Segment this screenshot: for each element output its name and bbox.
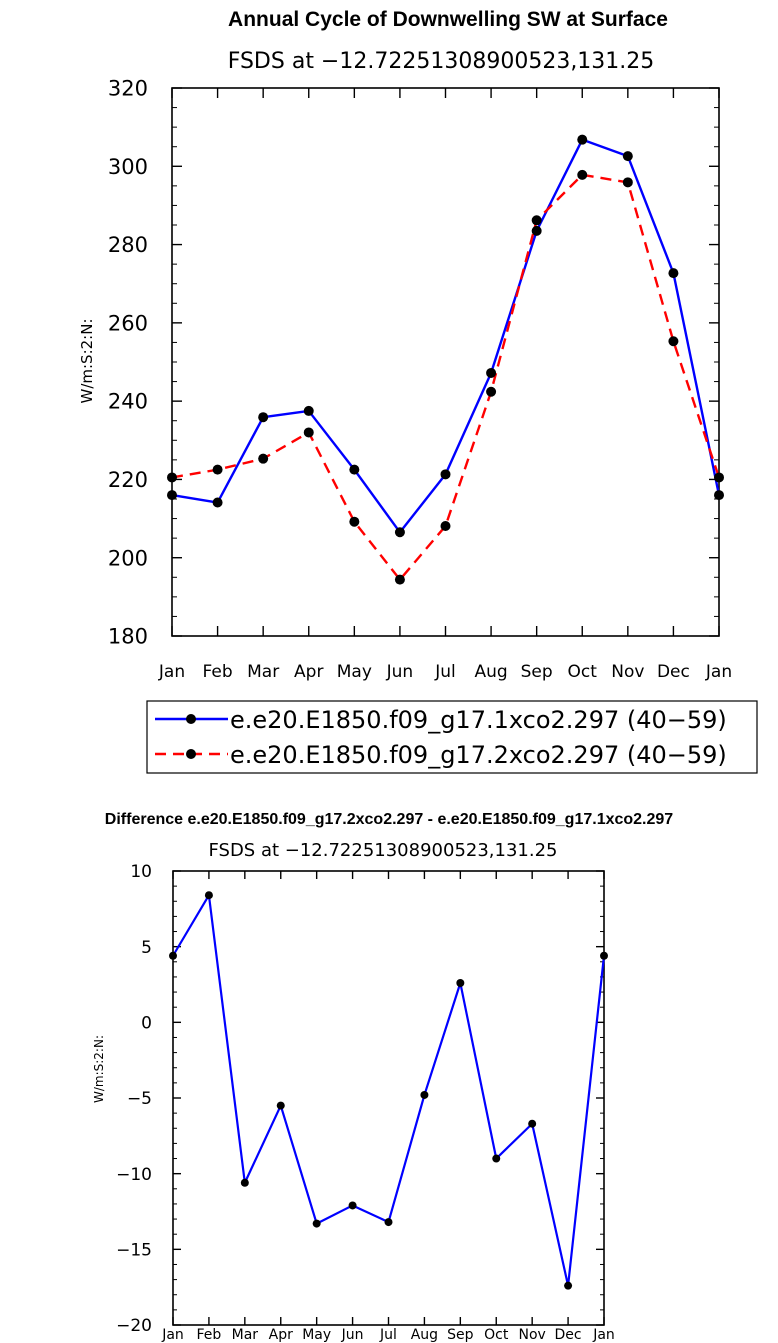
x-tick-label: Aug (474, 662, 507, 682)
x-tick-label: Jun (386, 662, 414, 682)
x-tick-label: May (302, 1327, 331, 1343)
chart1-ylabel: W/m:S:2:N: (78, 319, 96, 404)
y-tick-label: 0 (141, 1013, 152, 1033)
y-tick-label: 10 (130, 862, 152, 882)
chart1-title: Annual Cycle of Downwelling SW at Surfac… (228, 8, 668, 31)
series-2-point (212, 464, 223, 475)
y-tick-label: 180 (108, 625, 148, 649)
x-tick-label: Feb (203, 662, 233, 682)
x-tick-label: Mar (232, 1327, 259, 1343)
series-2-point (167, 472, 177, 483)
x-tick-label: Oct (568, 662, 598, 682)
series-1-point (312, 1219, 321, 1228)
x-tick-label: Nov (519, 1327, 546, 1343)
series-2-point (714, 472, 724, 483)
x-tick-label: Apr (294, 662, 323, 682)
series-2-point (394, 574, 405, 585)
x-tick-label: Jan (161, 1327, 184, 1343)
y-tick-label: 220 (108, 468, 148, 492)
x-tick-label: Jan (705, 662, 732, 682)
x-tick-label: Apr (269, 1327, 293, 1343)
y-tick-label: 280 (108, 233, 148, 257)
series-1-point (276, 1101, 285, 1110)
plot-frame (172, 870, 605, 1326)
x-tick-label: Dec (555, 1327, 582, 1343)
legend-marker-series1 (186, 714, 196, 724)
series-1-point (204, 891, 213, 900)
series-1-point (258, 412, 269, 423)
x-tick-label: Mar (247, 662, 279, 682)
series-1-point (622, 151, 633, 162)
x-tick-label: Feb (197, 1327, 222, 1343)
series-1-point (349, 464, 360, 475)
x-tick-label: Jul (379, 1327, 397, 1343)
legend-box (146, 700, 758, 774)
series-1-point (394, 527, 405, 538)
x-tick-label: Oct (484, 1327, 509, 1343)
series-1-point (577, 134, 588, 145)
x-tick-label: Jul (434, 662, 456, 682)
plot-frame (171, 87, 720, 637)
series-1-point (440, 469, 451, 480)
series-2-point (668, 336, 679, 347)
y-tick-label: 260 (108, 311, 148, 335)
x-tick-label: Jun (341, 1327, 364, 1343)
x-tick-label: Nov (611, 662, 644, 682)
series-1-point (420, 1090, 429, 1099)
x-tick-label: Jan (158, 662, 185, 682)
x-tick-label: Dec (657, 662, 690, 682)
x-tick-label: Sep (447, 1327, 474, 1343)
series-1-point (531, 225, 542, 236)
y-tick-label: 300 (108, 155, 148, 179)
chart2-plot: −20 −15 −10 −5 0 5 10 Jan Feb Mar Apr May Jun Jul Aug S… (116, 862, 615, 1343)
x-tick-label: May (337, 662, 372, 682)
y-tick-label: 200 (108, 546, 148, 570)
series-2-point (440, 521, 451, 532)
series-1-point (303, 405, 314, 416)
x-tick-label: Aug (411, 1327, 438, 1343)
series-1-point (167, 490, 177, 501)
series-2-point (303, 427, 314, 438)
y-tick-label: 5 (141, 938, 152, 958)
legend-marker-series2 (186, 749, 196, 759)
chart1-legend: e.e20.E1850.f09_g17.1xco2.297 (40−59) e.… (146, 700, 758, 774)
series-2-point (349, 516, 360, 527)
series-1-point (212, 497, 223, 508)
series-1-point (528, 1119, 537, 1128)
legend-label-series1: e.e20.E1850.f09_g17.1xco2.297 (40−59) (230, 706, 727, 734)
chart1-subtitle: FSDS at −12.72251308900523,131.25 (228, 49, 655, 74)
y-tick-label: 320 (108, 77, 148, 101)
series-2-point (258, 453, 269, 464)
series-2-point (577, 169, 588, 180)
series-line-2 (171, 173, 721, 581)
y-tick-label: −20 (116, 1316, 152, 1336)
series-1-point (240, 1178, 249, 1187)
y-tick-label: −15 (116, 1240, 152, 1260)
series-1-point (169, 951, 177, 960)
x-tick-label: Sep (521, 662, 553, 682)
legend-label-series2: e.e20.E1850.f09_g17.2xco2.297 (40−59) (230, 741, 727, 769)
series-2-point (531, 215, 542, 226)
series-1-point (714, 490, 724, 501)
series-2-point (486, 386, 497, 397)
series-2-point (622, 177, 633, 188)
chart2-subtitle: FSDS at −12.72251308900523,131.25 (208, 840, 557, 861)
series-1-point (668, 268, 679, 279)
series-1-point (384, 1218, 393, 1227)
x-tick-label: Jan (592, 1327, 615, 1343)
chart1-plot: 180 200 220 240 260 280 300 320 Jan Feb Mar Apr May J… (108, 77, 732, 682)
series-1-point (492, 1154, 501, 1163)
series-1-point (600, 951, 608, 960)
y-tick-label: 240 (108, 390, 148, 414)
series-1-point (348, 1201, 357, 1210)
y-tick-label: −5 (127, 1089, 152, 1109)
series-1-point (456, 978, 465, 987)
chart2-ylabel: W/m:S:2:N: (92, 1035, 106, 1103)
chart2-title: Difference e.e20.E1850.f09_g17.2xco2.297… (105, 811, 674, 828)
series-1-point (486, 367, 497, 378)
y-tick-label: −10 (116, 1165, 152, 1185)
series-line-1 (172, 894, 606, 1287)
series-1-point (564, 1281, 573, 1290)
